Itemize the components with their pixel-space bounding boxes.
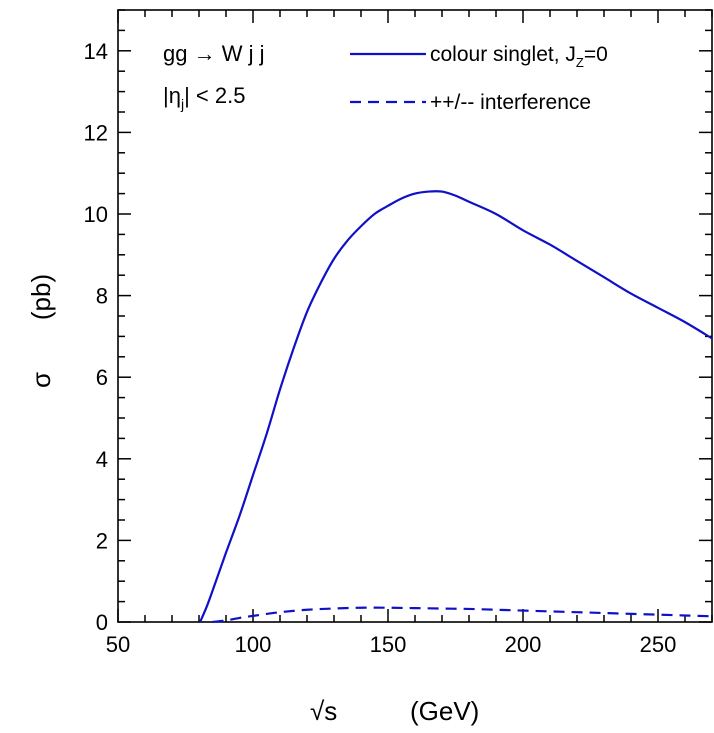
- y-tick-label: 2: [96, 528, 108, 553]
- series-line-interference: [212, 606, 713, 624]
- legend-label-colour-singlet: colour singlet, JZ=0: [430, 43, 608, 70]
- x-axis-unit: (GeV): [410, 696, 479, 726]
- legend-singlet-tail: =0: [584, 43, 608, 66]
- y-tick-label: 10: [84, 202, 108, 227]
- series-line-colour-singlet: [199, 190, 713, 623]
- y-tick-label: 14: [84, 39, 108, 64]
- legend-label-interference: ++/-- interference: [430, 91, 591, 114]
- legend: colour singlet, JZ=0 ++/-- interference: [350, 43, 608, 114]
- x-tick-label: 50: [106, 632, 130, 657]
- y-tick-label: 6: [96, 365, 108, 390]
- y-tick-label: 0: [96, 610, 108, 635]
- x-tick-label: 150: [370, 632, 407, 657]
- cut-suffix: | < 2.5: [184, 83, 245, 108]
- y-axis-unit: (pb): [26, 274, 56, 320]
- tick-labels: 50 100 150 200 250 0 2 4 6 8 10 12 14: [84, 39, 677, 657]
- y-axis-symbol: σ: [26, 372, 56, 388]
- legend-singlet-sub: Z: [576, 55, 584, 70]
- x-tick-label: 200: [505, 632, 542, 657]
- y-tick-label: 8: [96, 284, 108, 309]
- y-tick-label: 4: [96, 447, 108, 472]
- x-tick-label: 250: [640, 632, 677, 657]
- series-layer: [199, 190, 713, 624]
- process-annotation: gg → W j j: [163, 41, 264, 66]
- y-tick-label: 12: [84, 120, 108, 145]
- cut-annotation: |ηj| < 2.5: [163, 83, 245, 112]
- cut-prefix: |η: [163, 83, 181, 108]
- x-axis-symbol: √s: [310, 696, 337, 726]
- x-tick-label: 100: [235, 632, 272, 657]
- axis-ticks: [117, 9, 713, 623]
- legend-singlet-main: colour singlet, J: [430, 43, 576, 66]
- cut-sub: j: [180, 96, 184, 112]
